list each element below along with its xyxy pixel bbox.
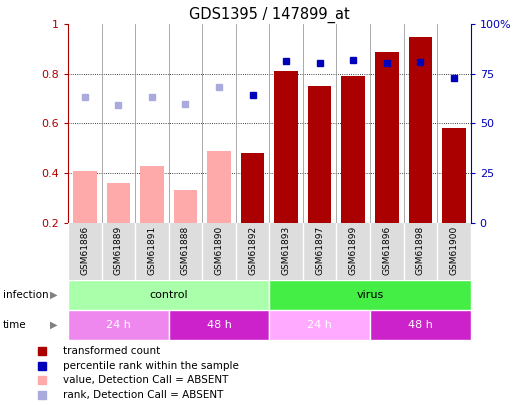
Bar xyxy=(269,310,370,339)
Bar xyxy=(269,280,471,310)
Bar xyxy=(140,166,164,223)
Bar xyxy=(308,86,332,223)
Text: GSM61899: GSM61899 xyxy=(349,226,358,275)
Text: GSM61888: GSM61888 xyxy=(181,226,190,275)
Text: 24 h: 24 h xyxy=(106,320,131,330)
Text: value, Detection Call = ABSENT: value, Detection Call = ABSENT xyxy=(63,375,228,385)
Bar xyxy=(375,51,399,223)
Text: rank, Detection Call = ABSENT: rank, Detection Call = ABSENT xyxy=(63,390,223,399)
Text: GSM61893: GSM61893 xyxy=(281,226,291,275)
Text: GSM61886: GSM61886 xyxy=(80,226,89,275)
Text: GSM61889: GSM61889 xyxy=(114,226,123,275)
Bar xyxy=(168,310,269,339)
Bar xyxy=(73,171,97,223)
Text: 48 h: 48 h xyxy=(207,320,232,330)
Bar xyxy=(408,37,432,223)
Text: GSM61897: GSM61897 xyxy=(315,226,324,275)
Bar xyxy=(68,280,269,310)
Bar xyxy=(241,153,264,223)
Text: GSM61892: GSM61892 xyxy=(248,226,257,275)
Bar xyxy=(68,310,168,339)
Text: ▶: ▶ xyxy=(50,290,58,300)
Text: GSM61898: GSM61898 xyxy=(416,226,425,275)
Text: ▶: ▶ xyxy=(50,320,58,330)
Text: 48 h: 48 h xyxy=(408,320,433,330)
Text: 24 h: 24 h xyxy=(307,320,332,330)
Bar xyxy=(107,183,130,223)
Text: GSM61896: GSM61896 xyxy=(382,226,391,275)
Text: infection: infection xyxy=(3,290,48,300)
Text: transformed count: transformed count xyxy=(63,346,160,356)
Bar xyxy=(442,128,465,223)
Bar xyxy=(275,71,298,223)
Text: control: control xyxy=(150,290,188,300)
Text: GSM61890: GSM61890 xyxy=(214,226,223,275)
Bar xyxy=(207,151,231,223)
Text: GSM61900: GSM61900 xyxy=(449,226,459,275)
Bar xyxy=(370,310,471,339)
Text: percentile rank within the sample: percentile rank within the sample xyxy=(63,361,238,371)
Text: GSM61891: GSM61891 xyxy=(147,226,156,275)
Title: GDS1395 / 147899_at: GDS1395 / 147899_at xyxy=(189,7,350,23)
Text: time: time xyxy=(3,320,26,330)
Bar xyxy=(174,190,197,223)
Bar xyxy=(342,77,365,223)
Text: virus: virus xyxy=(356,290,384,300)
